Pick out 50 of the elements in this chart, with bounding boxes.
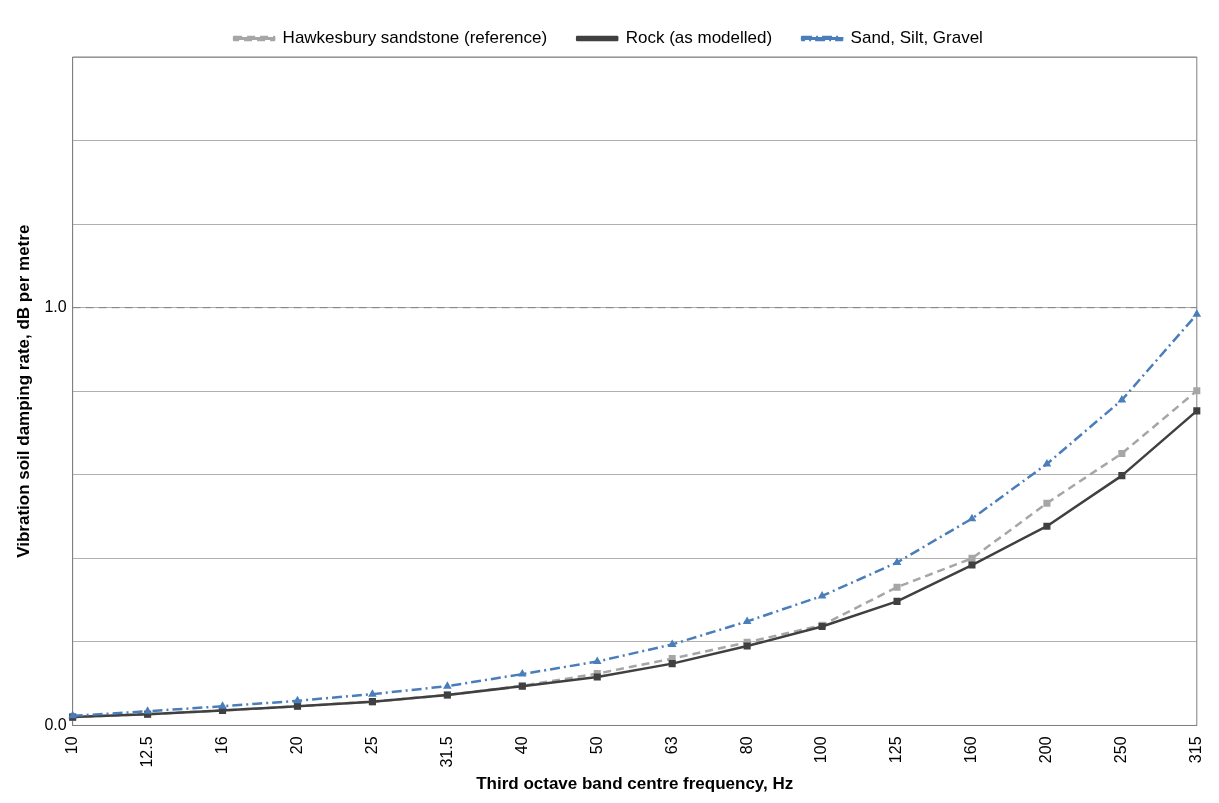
point [668, 660, 676, 668]
x-tick-label: 250 [1112, 736, 1130, 764]
point [742, 616, 752, 624]
x-tick-label: 200 [1037, 736, 1055, 764]
point [667, 639, 677, 647]
x-axis-title: Third octave band centre frequency, Hz [476, 774, 794, 794]
point [1192, 309, 1202, 317]
point [817, 590, 827, 599]
point [892, 557, 902, 566]
legend-label: Rock (as modelled) [625, 28, 773, 48]
y-tick-label: 0.0 [44, 715, 67, 733]
point [1043, 499, 1051, 507]
point [743, 642, 751, 650]
point [1043, 522, 1051, 530]
y-tick-label: 1.0 [44, 298, 67, 316]
point [1042, 458, 1052, 467]
point [893, 597, 901, 605]
point [967, 513, 977, 522]
x-tick-label: 31.5 [437, 736, 455, 768]
x-tick-label: 100 [812, 736, 830, 764]
point [517, 669, 527, 677]
x-tick-label: 63 [662, 736, 680, 755]
x-tick-label: 125 [887, 736, 905, 764]
point [1117, 395, 1127, 403]
point [443, 681, 452, 689]
x-tick-label: 50 [587, 736, 605, 755]
x-tick-label: 315 [1187, 736, 1205, 764]
point [1193, 387, 1201, 395]
x-tick-label: 80 [737, 736, 755, 755]
point [293, 695, 302, 704]
x-tick-label: 10 [63, 736, 81, 755]
y-axis-title: Vibration soil damping rate, dB per metre [13, 224, 33, 558]
x-tick-label: 20 [287, 736, 305, 755]
point [1118, 472, 1126, 480]
x-tick-label: 160 [962, 736, 980, 764]
x-tick-label: 12.5 [137, 736, 155, 768]
point [893, 583, 901, 591]
point [1193, 407, 1201, 415]
point [143, 706, 152, 714]
point [218, 701, 227, 709]
point [592, 656, 602, 665]
x-tick-label: 16 [212, 736, 230, 755]
x-tick-label: 40 [512, 736, 530, 755]
legend-label: Hawkesbury sandstone (reference) [282, 28, 548, 48]
legend-label: Sand, Silt, Gravel [850, 28, 983, 48]
point [968, 554, 976, 562]
point [1118, 449, 1126, 458]
point [968, 561, 976, 569]
x-tick-label: 25 [362, 736, 380, 755]
point [368, 689, 377, 697]
